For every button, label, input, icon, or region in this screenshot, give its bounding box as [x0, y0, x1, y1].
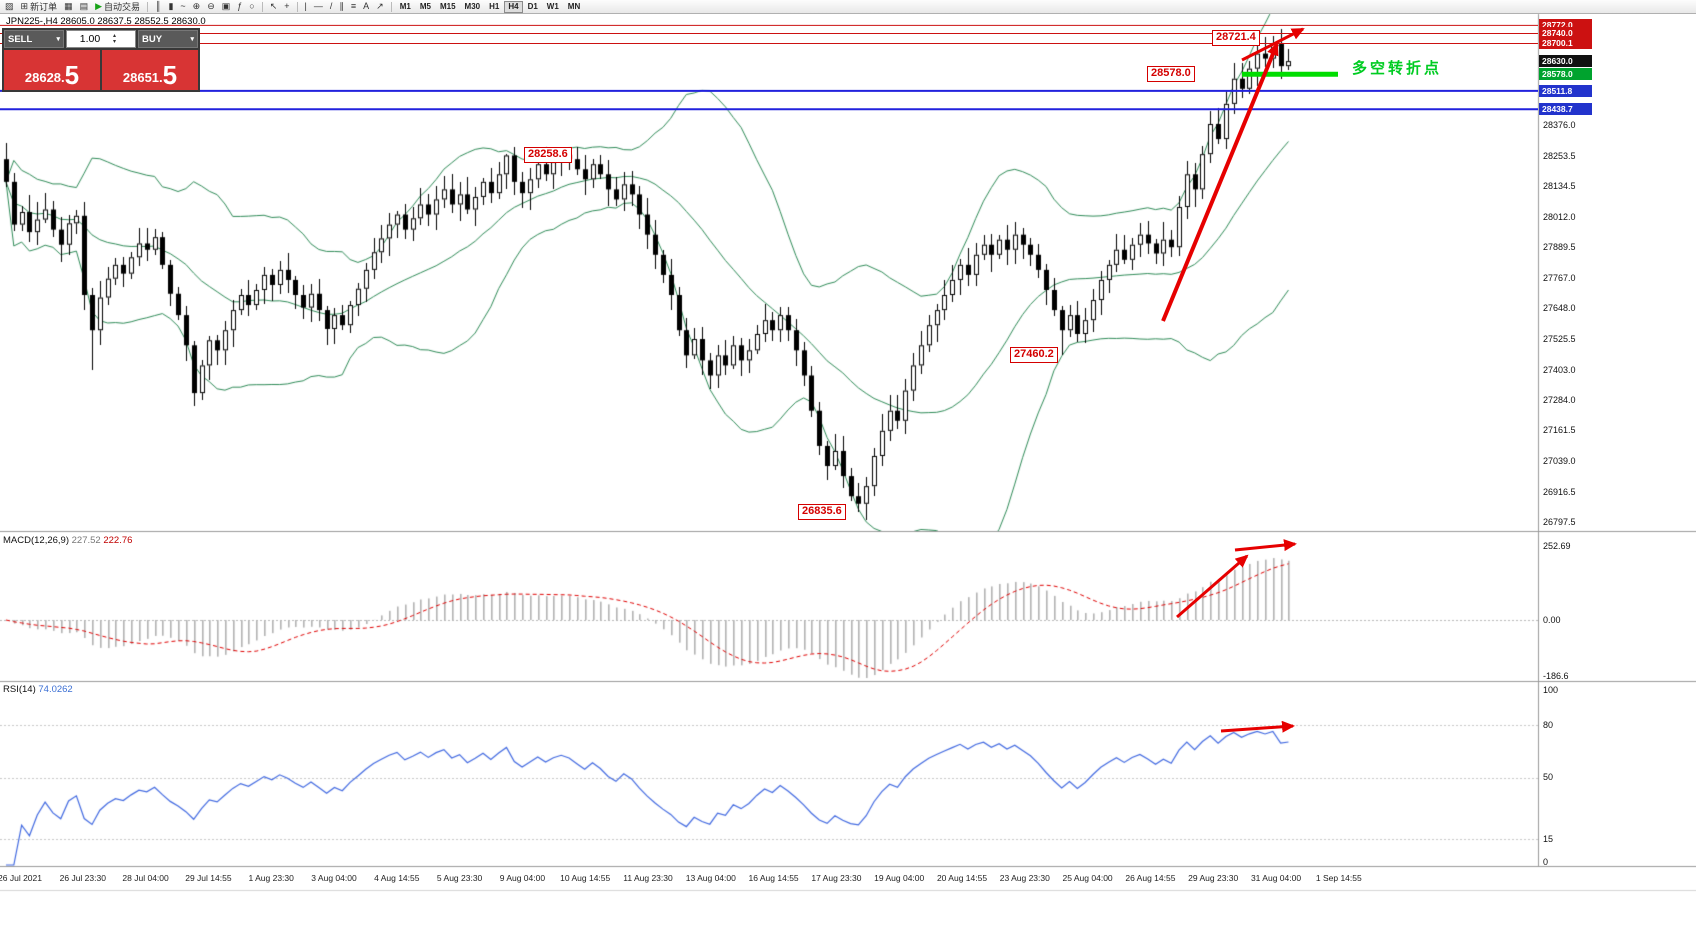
- text-tool-icon[interactable]: A: [360, 1, 372, 13]
- timeframe-m5-button[interactable]: M5: [416, 1, 435, 13]
- sell-price[interactable]: 28628. 5: [4, 50, 100, 90]
- channel-tool-icon-glyph: ∥: [339, 1, 344, 11]
- sell-price-main: 28628.: [24, 70, 65, 85]
- timeframe-d1-button[interactable]: D1: [524, 1, 542, 13]
- charts-grid-icon-glyph: ▦: [64, 1, 73, 11]
- profiles-icon-glyph: ▤: [79, 1, 89, 11]
- zoom-in-icon-glyph: ⊕: [192, 1, 201, 11]
- candle-chart-icon[interactable]: ▮: [165, 1, 176, 13]
- buy-price-main: 28651.: [122, 70, 163, 85]
- timeframe-m15-button[interactable]: M15: [436, 1, 460, 13]
- timeframe-mn-button[interactable]: MN: [564, 1, 584, 13]
- volume-input-wrap: ▴ ▾: [66, 30, 136, 48]
- periods-icon[interactable]: ○: [246, 1, 257, 13]
- bar-chart-icon[interactable]: ║: [152, 1, 164, 13]
- volume-up-button[interactable]: ▴: [113, 33, 117, 39]
- line-chart-icon-glyph: ~: [180, 1, 186, 11]
- one-click-trading-panel: SELL ▾ ▴ ▾ BUY ▾ 28628. 5 28651. 5: [2, 28, 200, 92]
- channel-tool-icon[interactable]: ∥: [336, 1, 347, 13]
- timeframe-h4-button[interactable]: H4: [504, 0, 523, 13]
- timeframe-m30-button[interactable]: M30: [461, 1, 485, 13]
- zoom-in-icon[interactable]: ⊕: [190, 1, 204, 13]
- new-order-button-label: 新订单: [30, 2, 58, 12]
- sell-price-big-digit: 5: [64, 60, 80, 90]
- autotrading-button-label: 自动交易: [104, 2, 141, 12]
- charts-grid-icon[interactable]: ▦: [61, 1, 76, 13]
- new-order-button[interactable]: ⊞ 新订单: [18, 1, 61, 13]
- cursor-icon-glyph: ↖: [269, 1, 278, 11]
- buy-price[interactable]: 28651. 5: [102, 50, 198, 90]
- app-icon[interactable]: ▨: [2, 1, 17, 13]
- toolbar: ▨ ⊞ 新订单 ▦ ▤ ▶ 自动交易 ║ ▮ ~ ⊕ ⊖ ▣ ƒ ○ ↖ + | — / ∥ ≡ A ↗ M1 M5 M15 M30 H…: [0, 0, 1696, 14]
- crosshair-icon-glyph: +: [284, 1, 290, 11]
- buy-button[interactable]: BUY ▾: [138, 30, 198, 48]
- hline-tool-icon[interactable]: —: [311, 1, 326, 13]
- vline-tool-icon-glyph: |: [304, 1, 307, 11]
- indicators-icon[interactable]: ƒ: [234, 1, 245, 13]
- toolbar-separator: [296, 1, 298, 12]
- volume-input[interactable]: [67, 31, 113, 47]
- vline-tool-icon[interactable]: |: [302, 1, 310, 13]
- timeframe-m1-button[interactable]: M1: [396, 1, 415, 13]
- profiles-icon[interactable]: ▤: [77, 1, 92, 13]
- autotrading-button-glyph: ▶: [95, 1, 103, 11]
- volume-down-button[interactable]: ▾: [113, 39, 117, 45]
- line-chart-icon[interactable]: ~: [177, 1, 188, 13]
- volume-spinner: ▴ ▾: [113, 31, 116, 47]
- text-tool-icon-glyph: A: [363, 1, 370, 11]
- buy-price-big-digit: 5: [162, 60, 178, 90]
- toolbar-separator: [261, 1, 263, 12]
- arrow-tool-icon[interactable]: ↗: [373, 1, 387, 13]
- zoom-out-icon[interactable]: ⊖: [204, 1, 218, 13]
- indicators-icon-glyph: ƒ: [237, 1, 243, 11]
- autotrading-button[interactable]: ▶ 自动交易: [92, 1, 143, 13]
- sell-button[interactable]: SELL ▾: [4, 30, 64, 48]
- buy-options-caret-icon[interactable]: ▾: [190, 36, 194, 43]
- timeframe-w1-button[interactable]: W1: [543, 1, 563, 13]
- cursor-icon[interactable]: ↖: [267, 1, 281, 13]
- toolbar-separator: [147, 1, 149, 12]
- fibo-tool-icon[interactable]: ≡: [348, 1, 359, 13]
- trendline-tool-icon-glyph: /: [329, 1, 333, 11]
- zoom-out-icon-glyph: ⊖: [207, 1, 215, 11]
- timeframe-h1-button[interactable]: H1: [485, 1, 503, 13]
- toolbar-separator: [390, 1, 392, 12]
- buy-button-label: BUY: [142, 33, 163, 45]
- sell-options-caret-icon[interactable]: ▾: [56, 36, 60, 43]
- crosshair-icon[interactable]: +: [281, 1, 292, 13]
- trendline-tool-icon[interactable]: /: [327, 1, 336, 13]
- arrow-tool-icon-glyph: ↗: [376, 1, 384, 11]
- candle-chart-icon-glyph: ▮: [168, 1, 174, 11]
- periods-icon-glyph: ○: [249, 1, 255, 11]
- new-order-button-glyph: ⊞: [20, 1, 29, 11]
- app-icon-glyph: ▨: [5, 1, 14, 11]
- tile-windows-icon[interactable]: ▣: [219, 1, 234, 13]
- hline-tool-icon-glyph: —: [313, 1, 323, 11]
- fibo-tool-icon-glyph: ≡: [350, 1, 357, 11]
- tile-windows-icon-glyph: ▣: [221, 1, 231, 11]
- bar-chart-icon-glyph: ║: [155, 1, 162, 11]
- sell-button-label: SELL: [8, 33, 33, 45]
